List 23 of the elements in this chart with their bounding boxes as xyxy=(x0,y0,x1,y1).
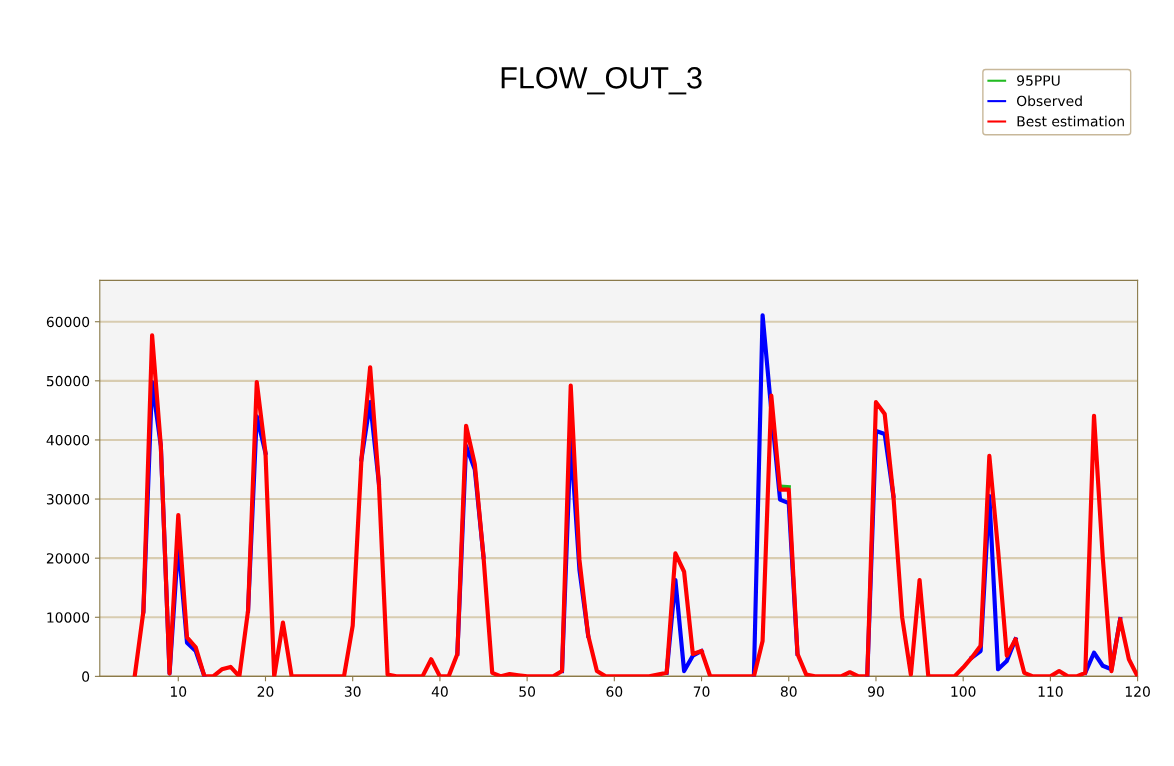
x-tick-label: 70 xyxy=(693,686,710,697)
x-tick-label: 20 xyxy=(257,686,274,697)
x-tick-label: 10 xyxy=(170,686,187,697)
y-tick-label: 10000 xyxy=(47,612,90,623)
chart-title: FLOW_OUT_3 xyxy=(501,67,702,95)
x-tick-label: 120 xyxy=(1125,686,1150,697)
legend-label: Observed xyxy=(1016,95,1082,107)
x-tick-label: 80 xyxy=(780,686,797,697)
y-tick-label: 0 xyxy=(82,671,90,682)
x-tick-label: 30 xyxy=(344,686,361,697)
x-tick-label: 110 xyxy=(1038,686,1063,697)
legend-label: Best estimation xyxy=(1017,115,1124,127)
legend-label: 95PPU xyxy=(1017,75,1060,86)
y-tick-label: 60000 xyxy=(46,316,90,328)
y-tick-label: 30000 xyxy=(46,494,90,505)
y-tick-label: 20000 xyxy=(46,553,90,564)
x-tick-label: 100 xyxy=(951,686,976,697)
x-tick-label: 60 xyxy=(606,686,623,697)
y-tick-label: 40000 xyxy=(46,434,90,446)
x-tick-label: 40 xyxy=(431,686,448,697)
y-tick-label: 50000 xyxy=(46,375,90,387)
x-tick-label: 90 xyxy=(868,686,884,697)
x-tick-label: 50 xyxy=(519,686,536,697)
